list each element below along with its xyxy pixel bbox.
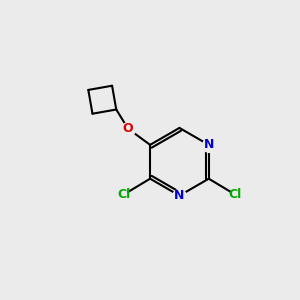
Text: Cl: Cl	[229, 188, 242, 201]
Text: N: N	[174, 189, 184, 202]
Text: N: N	[204, 138, 214, 151]
Text: O: O	[123, 122, 133, 135]
Text: Cl: Cl	[117, 188, 130, 201]
